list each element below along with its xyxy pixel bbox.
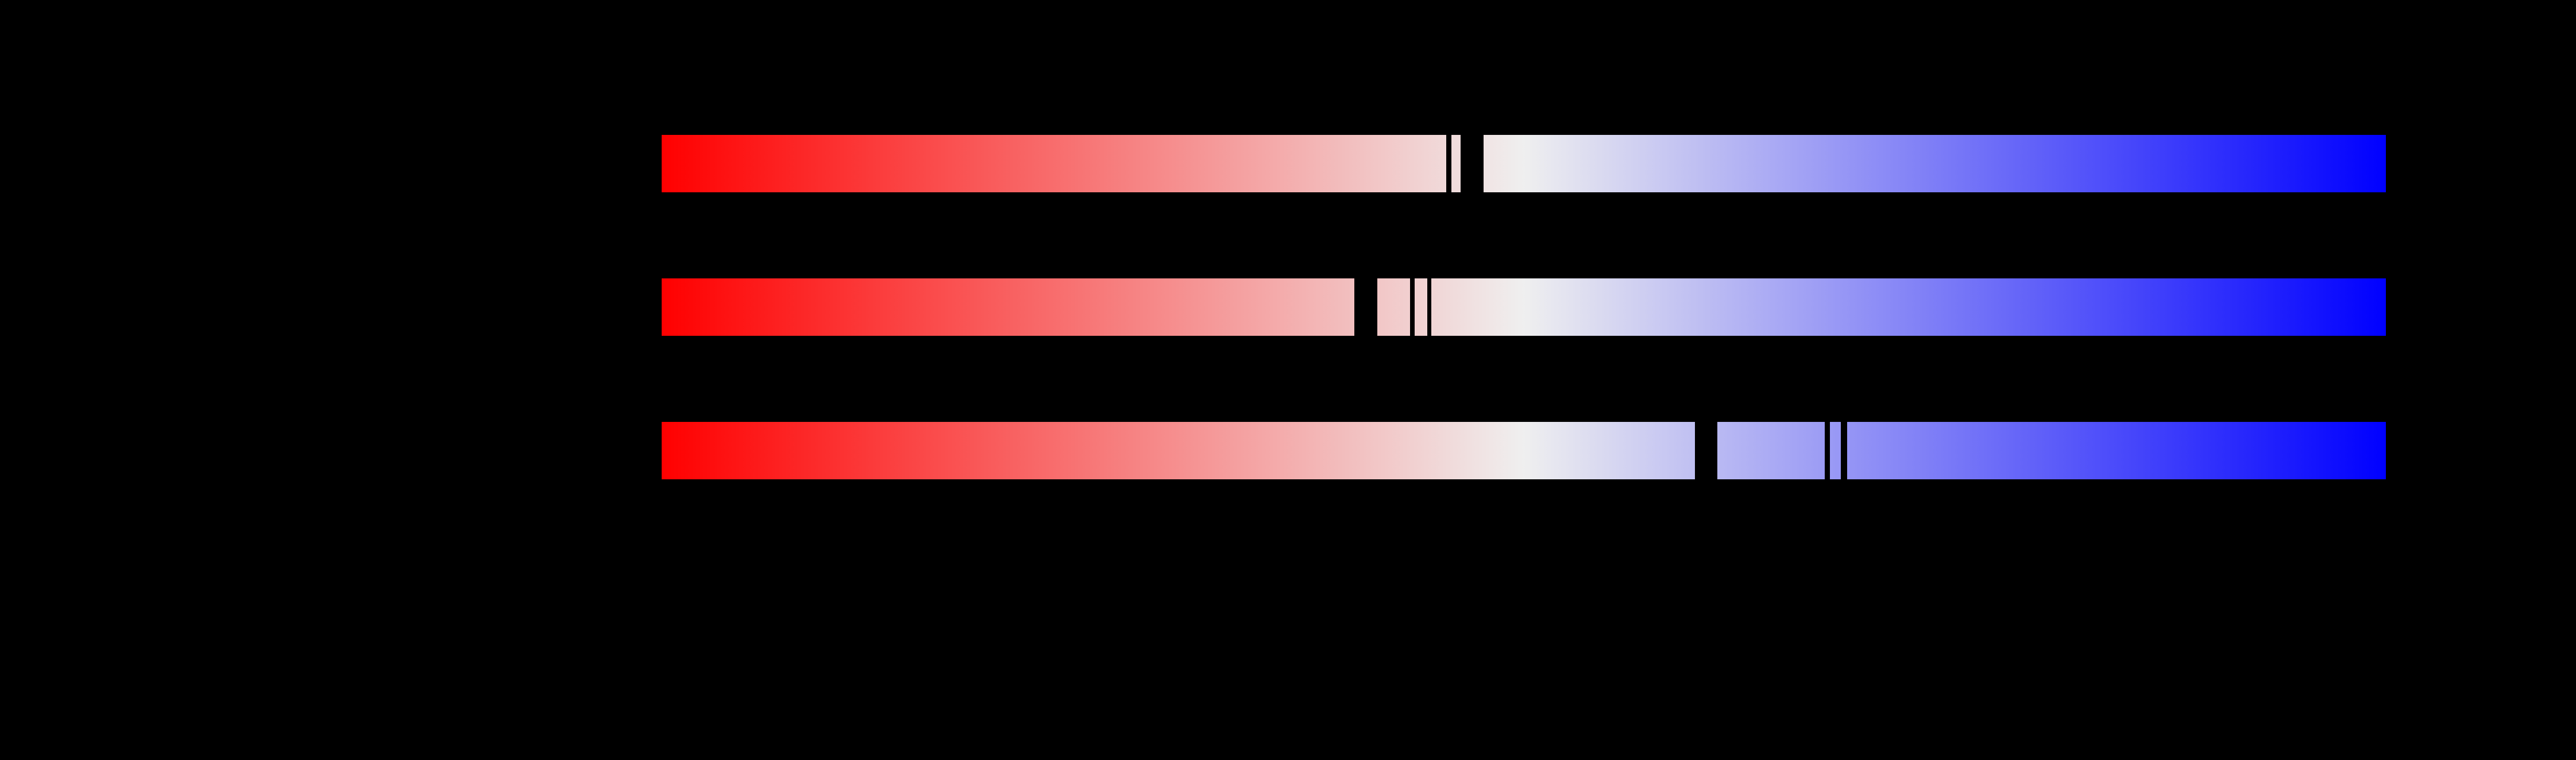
- colorbar-segment: [1415, 278, 1427, 336]
- colorbar-segment: [1484, 135, 2386, 192]
- colorbar-segment: [662, 422, 1695, 479]
- colorbar-segment: [1717, 422, 1825, 479]
- colorbar-segment: [662, 135, 1446, 192]
- colorbar-track: [662, 278, 2386, 336]
- colorbar-track: [662, 422, 2386, 479]
- colorbar-segment: [662, 278, 1354, 336]
- colorbar-track: [662, 135, 2386, 192]
- colorbar-segment: [1847, 422, 2386, 479]
- colorbar-segment: [1431, 278, 2386, 336]
- colorbar-segment: [1377, 278, 1410, 336]
- colorbar-segment: [1451, 135, 1461, 192]
- colorbar-segment: [1830, 422, 1841, 479]
